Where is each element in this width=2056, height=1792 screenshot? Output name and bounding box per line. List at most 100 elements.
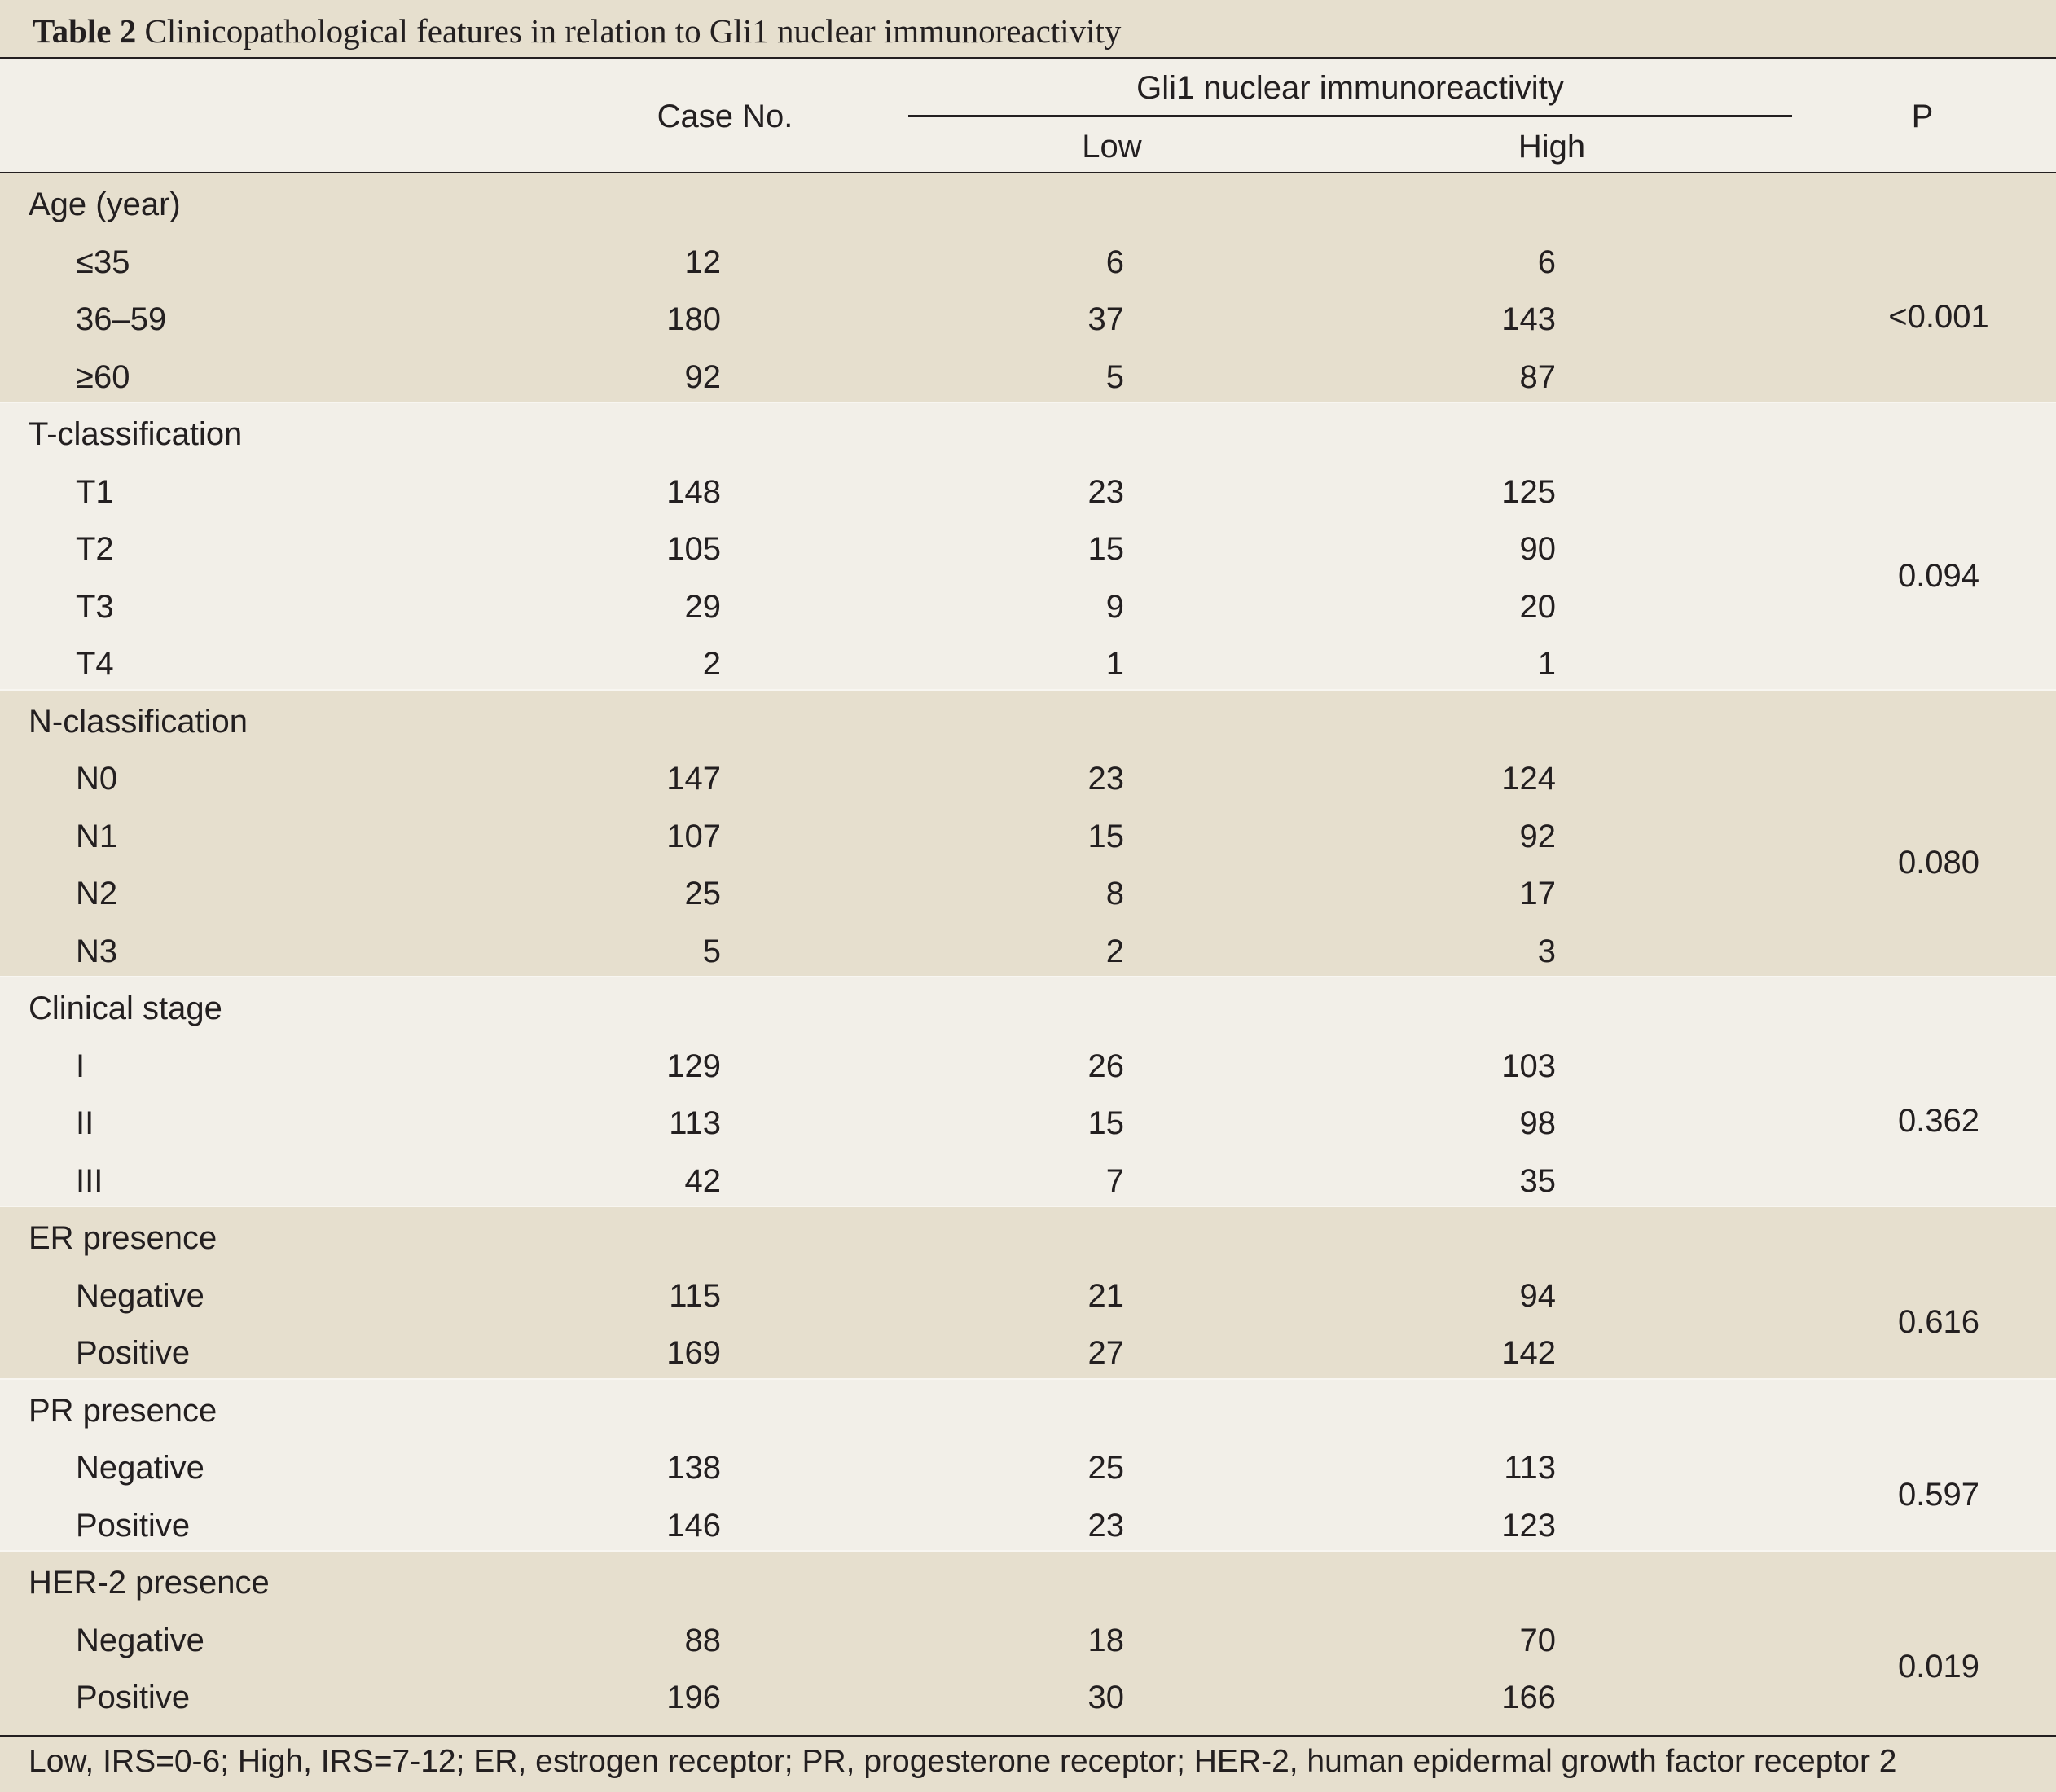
section-label: PR presence <box>29 1392 217 1429</box>
table-row-label: III <box>76 1162 103 1199</box>
table-cell-case-no: 196 <box>666 1680 721 1715</box>
table-cell-low: 21 <box>1087 1277 1125 1314</box>
table-cell-low: 26 <box>1087 1048 1125 1084</box>
table-cell-case-no: 138 <box>666 1450 721 1486</box>
table-cell-high: 92 <box>1519 818 1557 854</box>
table-cell-case-no: 105 <box>666 531 721 567</box>
table-cell-case-no: 29 <box>684 588 722 625</box>
table-cell-high: 3 <box>1537 933 1556 969</box>
section-label: Clinical stage <box>29 990 222 1026</box>
table-row-label: Negative <box>76 1450 204 1486</box>
table-row-label: Positive <box>76 1507 191 1544</box>
table-row-label: Negative <box>76 1622 204 1658</box>
table-cell-high: 124 <box>1501 761 1556 797</box>
table-cell-high: 98 <box>1519 1105 1557 1141</box>
section-p-value: 0.616 <box>1897 1304 1980 1340</box>
table-row-label: N3 <box>76 933 118 969</box>
section-p-value: <0.001 <box>1888 299 1989 336</box>
table-row-label: N2 <box>76 876 118 911</box>
table-footnote: Low, IRS=0-6; High, IRS=7-12; ER, estrog… <box>29 1744 1897 1779</box>
table-row-label: T2 <box>76 531 114 567</box>
table-row-label: N1 <box>76 818 118 854</box>
table-cell-high: 35 <box>1519 1162 1557 1199</box>
table-cell-case-no: 25 <box>684 876 722 911</box>
table-cell-high: 70 <box>1519 1622 1557 1658</box>
table-row-label: Negative <box>76 1277 204 1314</box>
table-cell-low: 15 <box>1087 818 1125 854</box>
table-cell-high: 166 <box>1501 1680 1556 1715</box>
table-row-label: T3 <box>76 588 114 625</box>
table-cell-case-no: 147 <box>666 761 721 797</box>
table-row-label: 36–59 <box>76 301 167 337</box>
table-row-label: Positive <box>76 1335 191 1371</box>
table-cell-high: 113 <box>1504 1450 1556 1486</box>
section-p-value: 0.019 <box>1897 1649 1980 1684</box>
table-cell-low: 6 <box>1105 244 1124 280</box>
table-cell-low: 9 <box>1105 588 1124 625</box>
table-cell-low: 23 <box>1087 761 1125 797</box>
header-high: High <box>1518 129 1586 165</box>
table-row-label: II <box>76 1105 94 1141</box>
section-band <box>0 690 2056 977</box>
table-cell-case-no: 180 <box>666 301 721 337</box>
table-cell-case-no: 148 <box>666 473 721 510</box>
section-band <box>0 173 2056 403</box>
section-band <box>0 1379 2056 1552</box>
section-label: N-classification <box>29 703 248 740</box>
table-cell-low: 5 <box>1105 358 1124 395</box>
section-band <box>0 977 2056 1207</box>
table-cell-high: 142 <box>1501 1335 1556 1371</box>
table-title-text: Clinicopathological features in relation… <box>144 12 1122 50</box>
table-cell-case-no: 129 <box>666 1048 721 1084</box>
section-band <box>0 1207 2056 1380</box>
table-cell-low: 27 <box>1087 1335 1125 1371</box>
table-row-label: N0 <box>76 761 118 797</box>
section-label: Age (year) <box>29 187 181 222</box>
header-low: Low <box>1082 129 1142 165</box>
table-cell-high: 123 <box>1501 1507 1556 1544</box>
table-cell-high: 17 <box>1519 876 1557 911</box>
table-cell-low: 23 <box>1087 1507 1125 1544</box>
table-cell-case-no: 12 <box>684 244 722 280</box>
table-cell-high: 6 <box>1537 244 1556 280</box>
table-cell-case-no: 107 <box>666 818 721 854</box>
table-cell-low: 8 <box>1105 876 1124 911</box>
table-cell-high: 87 <box>1519 358 1557 395</box>
table-cell-high: 94 <box>1519 1277 1557 1314</box>
table-cell-case-no: 146 <box>666 1507 721 1544</box>
table-cell-high: 1 <box>1537 646 1556 682</box>
table-row-label: T1 <box>76 473 114 510</box>
header-group-underline <box>908 115 1792 117</box>
section-p-value: 0.094 <box>1897 557 1980 594</box>
table-row-label: I <box>76 1048 86 1084</box>
header-rule <box>0 172 2056 174</box>
table-cell-case-no: 2 <box>702 646 721 682</box>
section-band <box>0 403 2056 691</box>
table-cell-case-no: 88 <box>684 1622 722 1658</box>
table-cell-case-no: 169 <box>666 1335 721 1371</box>
table-cell-case-no: 115 <box>669 1277 721 1314</box>
table-cell-high: 90 <box>1519 531 1557 567</box>
section-p-value: 0.080 <box>1897 845 1980 881</box>
table-cell-case-no: 5 <box>702 933 721 969</box>
top-rule <box>0 57 2056 59</box>
table-cell-low: 37 <box>1087 301 1125 337</box>
table-cell-low: 30 <box>1087 1680 1125 1715</box>
table-cell-low: 7 <box>1105 1162 1124 1199</box>
header-group: Gli1 nuclear immunoreactivity <box>1136 70 1564 106</box>
table-row-label: ≤35 <box>76 244 130 280</box>
section-label: HER-2 presence <box>29 1565 270 1601</box>
header-p: P <box>1911 99 1934 134</box>
table-cell-low: 23 <box>1087 473 1125 510</box>
table-cell-high: 20 <box>1519 588 1557 625</box>
section-band <box>0 1552 2056 1735</box>
table-cell-high: 103 <box>1501 1048 1556 1084</box>
table-cell-case-no: 113 <box>669 1105 721 1141</box>
title-band: Table 2 Clinicopathological features in … <box>0 0 2056 59</box>
table-cell-low: 25 <box>1087 1450 1125 1486</box>
table-cell-case-no: 42 <box>684 1162 722 1199</box>
table-title: Table 2 Clinicopathological features in … <box>33 7 1121 55</box>
table-row-label: ≥60 <box>76 358 130 395</box>
bottom-rule <box>0 1735 2056 1737</box>
table-cell-low: 15 <box>1087 1105 1125 1141</box>
